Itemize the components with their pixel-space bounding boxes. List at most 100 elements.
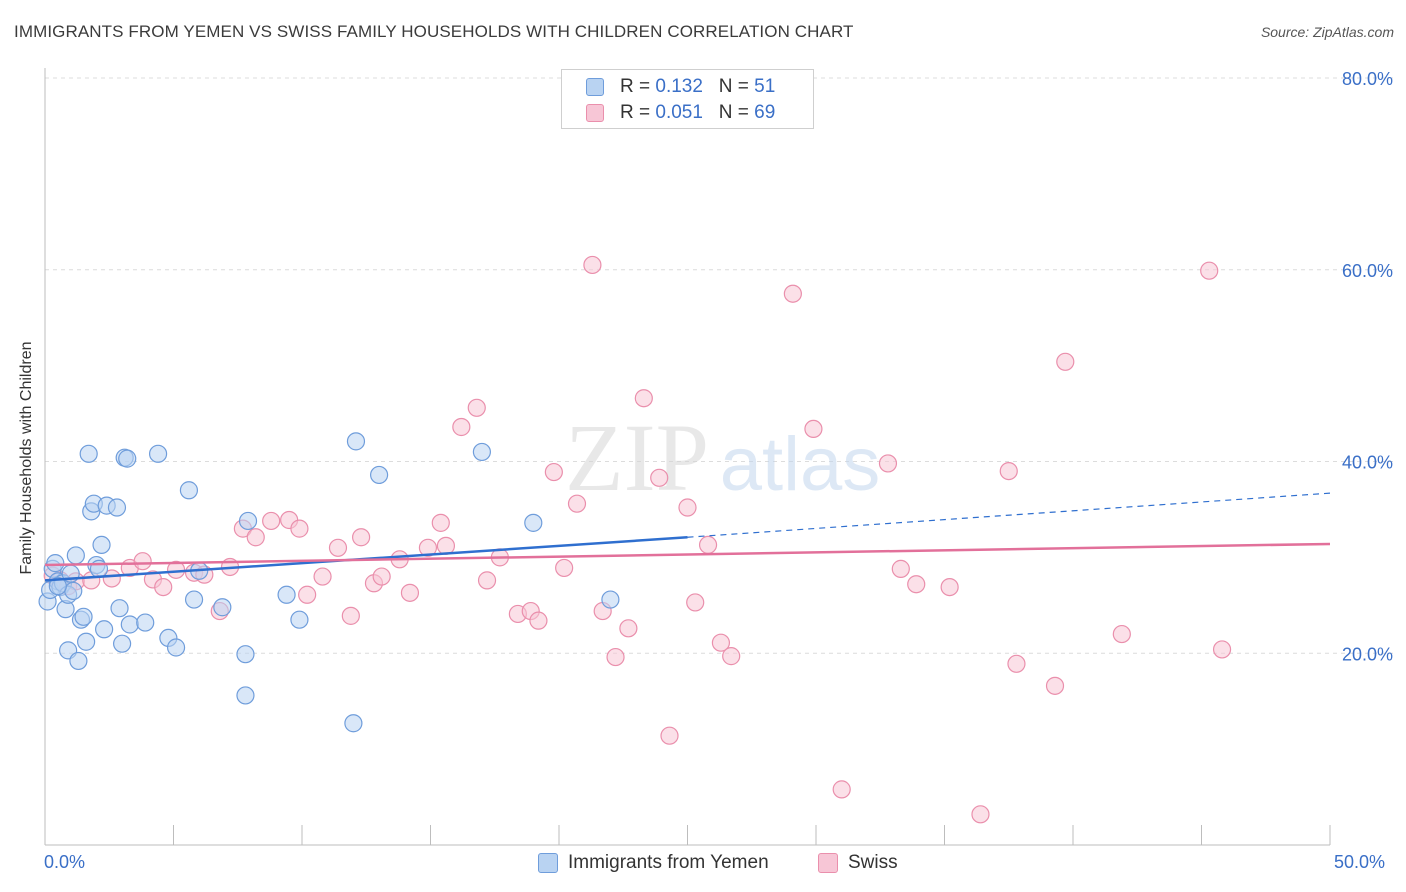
yemen-point xyxy=(66,546,85,565)
yemen-points xyxy=(38,432,620,733)
swiss-point xyxy=(341,606,360,625)
swiss-point xyxy=(583,255,602,275)
swiss-point xyxy=(352,528,371,547)
watermark-zip: ZIP xyxy=(565,404,709,511)
y-tick-labels: 20.0% 40.0% 60.0% 80.0% xyxy=(1342,69,1393,664)
y-tick-label: 60.0% xyxy=(1342,261,1393,281)
yemen-point xyxy=(344,714,363,733)
swiss-point xyxy=(971,805,990,824)
r-value-swiss: 0.051 xyxy=(655,102,703,123)
yemen-point xyxy=(95,620,114,639)
swiss-point xyxy=(452,417,471,437)
yemen-point xyxy=(290,610,309,629)
watermark-atlas: atlas xyxy=(720,422,881,507)
swiss-point xyxy=(650,468,669,487)
swiss-point xyxy=(418,538,438,557)
yemen-point xyxy=(77,632,96,651)
swiss-point xyxy=(154,577,173,597)
swiss-point xyxy=(891,559,910,578)
swiss-point xyxy=(1007,654,1026,673)
yemen-legend-swatch-icon xyxy=(538,853,558,873)
swiss-point xyxy=(262,511,281,531)
stats-legend: R = 0.132 N = 51 R = 0.051 N = 69 xyxy=(561,69,814,129)
swiss-point xyxy=(328,538,348,557)
swiss-point xyxy=(102,569,121,588)
n-value-swiss: 69 xyxy=(754,102,776,123)
swiss-point xyxy=(372,567,391,586)
yemen-point xyxy=(74,607,93,626)
yemen-point xyxy=(213,598,232,617)
swiss-point xyxy=(431,513,450,532)
x-tick-max: 50.0% xyxy=(1334,852,1386,872)
r-value-yemen: 0.132 xyxy=(655,76,703,97)
swiss-point xyxy=(878,454,898,473)
yemen-point xyxy=(370,465,389,485)
yemen-point xyxy=(184,590,204,609)
swiss-point xyxy=(555,558,574,578)
swiss-point xyxy=(686,593,705,612)
yemen-point xyxy=(166,638,186,657)
yemen-swatch-icon xyxy=(586,78,604,96)
swiss-point xyxy=(544,462,563,482)
swiss-point xyxy=(1045,676,1065,695)
yemen-point xyxy=(136,613,155,632)
watermark: ZIP atlas xyxy=(565,404,880,511)
swiss-point xyxy=(400,583,420,602)
yemen-point xyxy=(92,535,111,555)
legend-label-swiss: Swiss xyxy=(848,852,898,873)
swiss-trend-line xyxy=(44,542,1331,567)
yemen-point xyxy=(179,481,199,500)
swiss-point xyxy=(133,552,152,571)
swiss-point xyxy=(477,571,497,590)
yemen-trend-extension xyxy=(687,492,1331,538)
trend-lines xyxy=(44,492,1331,582)
yemen-point xyxy=(69,651,88,671)
yemen-point xyxy=(79,444,98,463)
yemen-point xyxy=(120,615,139,634)
swiss-point xyxy=(678,498,697,517)
axes xyxy=(44,68,1331,846)
legend-item-yemen[interactable]: Immigrants from Yemen xyxy=(538,852,769,874)
y-tick-label: 80.0% xyxy=(1342,69,1393,89)
yemen-point xyxy=(236,686,255,705)
swiss-legend-swatch-icon xyxy=(818,853,838,873)
yemen-point xyxy=(110,599,129,618)
swiss-point xyxy=(999,461,1018,481)
y-tick-label: 40.0% xyxy=(1342,453,1393,473)
swiss-point xyxy=(634,389,653,408)
source-note: Source: ZipAtlas.com xyxy=(1260,24,1394,40)
yemen-point xyxy=(148,444,168,463)
swiss-point xyxy=(711,633,731,652)
swiss-point xyxy=(1112,624,1131,644)
yemen-point xyxy=(46,554,65,573)
n-label: N = xyxy=(718,76,755,97)
x-tick-min: 0.0% xyxy=(44,852,86,872)
swiss-point xyxy=(1056,352,1075,371)
swiss-point xyxy=(940,577,959,597)
swiss-point xyxy=(783,284,802,303)
swiss-point xyxy=(290,519,309,538)
n-label: N = xyxy=(718,102,755,123)
n-value-yemen: 51 xyxy=(754,76,776,97)
legend-item-swiss[interactable]: Swiss xyxy=(818,852,898,874)
swiss-point xyxy=(804,419,823,439)
swiss-point xyxy=(529,611,548,630)
yemen-point xyxy=(472,442,491,462)
yemen-point xyxy=(64,581,83,601)
r-label: R = xyxy=(620,76,656,97)
swiss-point xyxy=(660,726,679,745)
legend-label-yemen: Immigrants from Yemen xyxy=(568,852,769,873)
swiss-point xyxy=(698,535,718,555)
swiss-point xyxy=(722,647,741,666)
swiss-point xyxy=(467,398,486,417)
swiss-point xyxy=(832,780,851,799)
yemen-point xyxy=(277,585,296,604)
yemen-point xyxy=(238,511,258,531)
yemen-point xyxy=(48,577,67,596)
swiss-point xyxy=(619,619,638,638)
swiss-point xyxy=(606,647,625,667)
y-tick-label: 20.0% xyxy=(1342,644,1393,664)
yemen-point xyxy=(524,513,543,532)
series-legend: Immigrants from Yemen Swiss xyxy=(0,852,1406,876)
yemen-point xyxy=(107,498,127,517)
